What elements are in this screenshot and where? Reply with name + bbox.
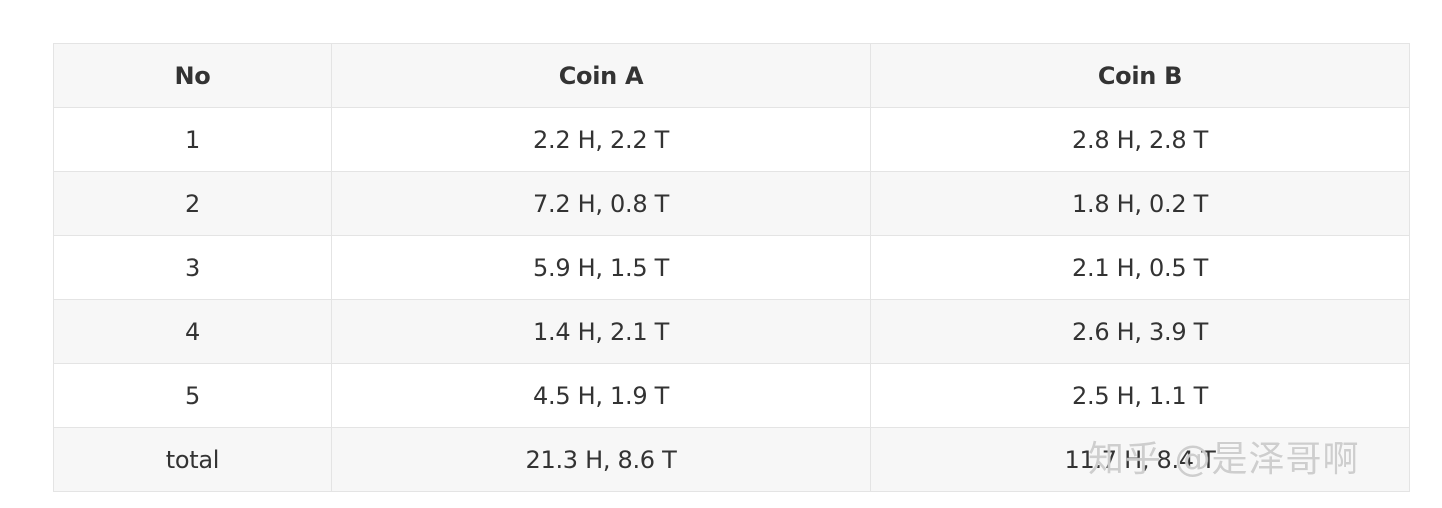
table-header-row: No Coin A Coin B	[53, 43, 1410, 108]
cell-no: 2	[53, 171, 332, 236]
header-coin-a: Coin A	[331, 43, 871, 108]
coin-results-table: No Coin A Coin B 1 2.2 H, 2.2 T 2.8 H, 2…	[53, 43, 1410, 492]
cell-coin-b: 2.1 H, 0.5 T	[870, 235, 1410, 300]
cell-total-coin-a: 21.3 H, 8.6 T	[331, 427, 871, 492]
cell-coin-b: 1.8 H, 0.2 T	[870, 171, 1410, 236]
cell-coin-b: 2.8 H, 2.8 T	[870, 107, 1410, 172]
cell-coin-a: 5.9 H, 1.5 T	[331, 235, 871, 300]
table-row: 4 1.4 H, 2.1 T 2.6 H, 3.9 T	[53, 299, 1410, 364]
header-no: No	[53, 43, 332, 108]
cell-coin-b: 2.6 H, 3.9 T	[870, 299, 1410, 364]
cell-coin-a: 7.2 H, 0.8 T	[331, 171, 871, 236]
cell-total-label: total	[53, 427, 332, 492]
cell-no: 4	[53, 299, 332, 364]
table-row: 1 2.2 H, 2.2 T 2.8 H, 2.8 T	[53, 107, 1410, 172]
cell-no: 1	[53, 107, 332, 172]
table-row: 2 7.2 H, 0.8 T 1.8 H, 0.2 T	[53, 171, 1410, 236]
table-total-row: total 21.3 H, 8.6 T 11.7 H, 8.4 T	[53, 427, 1410, 492]
zhihu-watermark: 知乎 @是泽哥啊	[1088, 439, 1360, 480]
cell-no: 3	[53, 235, 332, 300]
cell-no: 5	[53, 363, 332, 428]
cell-coin-a: 1.4 H, 2.1 T	[331, 299, 871, 364]
header-coin-b: Coin B	[870, 43, 1410, 108]
cell-coin-a: 4.5 H, 1.9 T	[331, 363, 871, 428]
table-row: 5 4.5 H, 1.9 T 2.5 H, 1.1 T	[53, 363, 1410, 428]
cell-coin-b: 2.5 H, 1.1 T	[870, 363, 1410, 428]
table-row: 3 5.9 H, 1.5 T 2.1 H, 0.5 T	[53, 235, 1410, 300]
cell-coin-a: 2.2 H, 2.2 T	[331, 107, 871, 172]
cell-total-coin-b: 11.7 H, 8.4 T	[870, 427, 1410, 492]
results-table-container: No Coin A Coin B 1 2.2 H, 2.2 T 2.8 H, 2…	[53, 43, 1410, 492]
